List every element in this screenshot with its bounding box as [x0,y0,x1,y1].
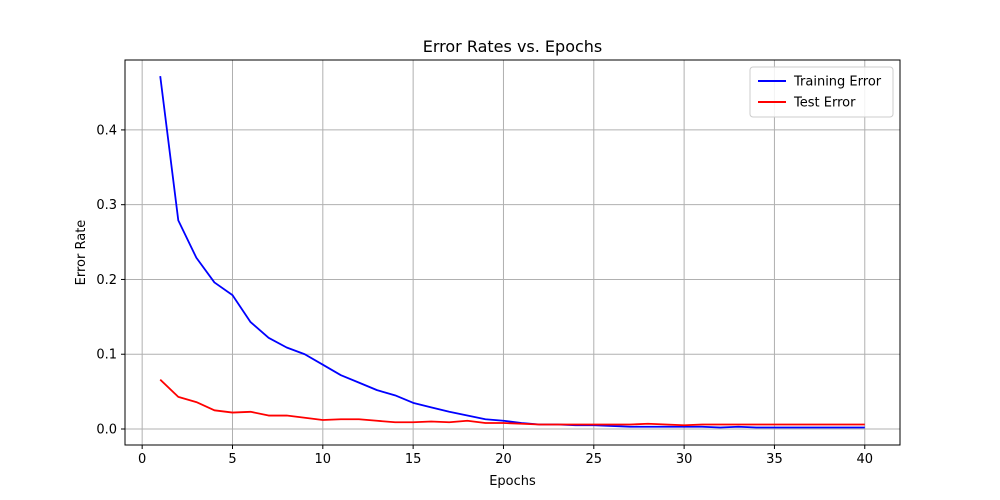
x-tick-label: 5 [228,452,236,467]
x-tick-label: 40 [856,452,873,467]
grid-lines [125,60,900,445]
x-tick-label: 35 [766,452,783,467]
legend-box [749,66,894,118]
legend-label-training-error: Training Error [793,75,882,90]
x-tick-label: 25 [586,452,603,467]
y-tick-label: 0.4 [96,123,117,138]
y-axis-ticks: 0.0 0.1 0.2 0.3 0.4 [96,123,125,437]
plot-area-frame [124,59,901,446]
y-tick-label: 0.3 [96,198,117,213]
x-tick-label: 20 [495,452,512,467]
y-tick-label: 0.1 [96,348,117,363]
test-error-line [159,378,865,427]
y-tick-label: 0.0 [96,422,117,437]
series-layer [159,75,865,429]
legend: Training Error Test Error [749,66,894,118]
x-axis-ticks: 0 5 10 15 20 25 30 35 40 [138,445,873,467]
x-tick-label: 10 [315,452,332,467]
legend-label-test-error: Test Error [793,96,856,111]
x-tick-label: 30 [676,452,693,467]
y-tick-label: 0.2 [96,273,117,288]
training-error-line [159,75,865,429]
x-axis-label: Epochs [489,474,536,489]
x-tick-label: 0 [138,452,146,467]
x-tick-label: 15 [405,452,422,467]
y-axis-label: Error Rate [74,220,89,286]
chart-title: Error Rates vs. Epochs [423,37,603,56]
